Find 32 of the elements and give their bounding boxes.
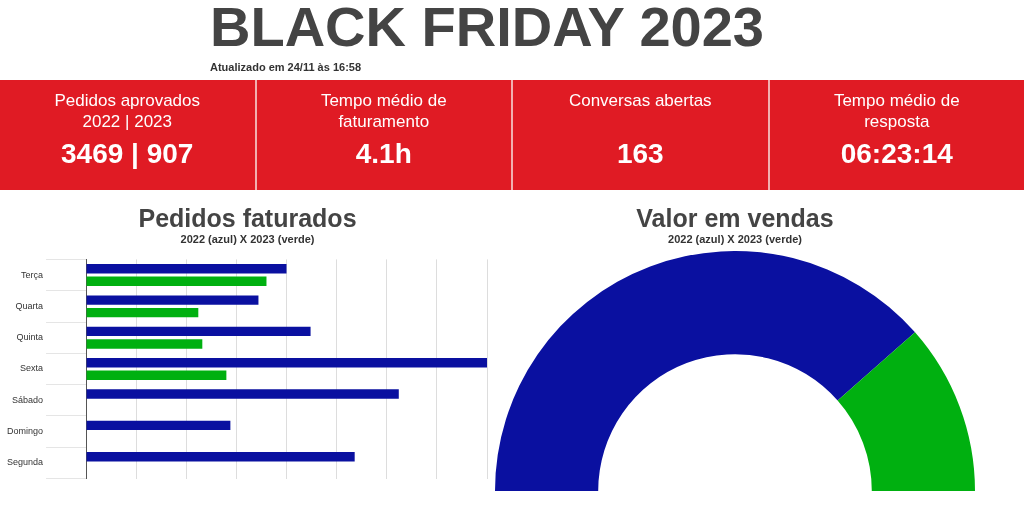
- y-tick-label: Segunda: [6, 457, 44, 468]
- chart-title: Valor em vendas: [635, 204, 835, 233]
- text: 06:23:14: [839, 138, 954, 170]
- y-tick-label: Quinta: [16, 332, 44, 343]
- bar: [86, 370, 227, 380]
- text: Tempo médio de resposta: [832, 90, 961, 133]
- y-tick-label: Quarta: [15, 300, 44, 311]
- text: 163: [615, 138, 665, 170]
- chart-subtitle: 2022 (azul) X 2023 (verde): [179, 233, 316, 245]
- text: 3469 | 907: [60, 138, 195, 170]
- text: Atualizado em 24/11 às 16:58: [210, 61, 362, 73]
- bar: [86, 264, 287, 274]
- bar: [86, 307, 199, 318]
- bar: [86, 339, 203, 349]
- bar: [86, 295, 259, 305]
- bar: [86, 276, 267, 287]
- text: 4.1h: [354, 138, 413, 170]
- bar: [86, 420, 231, 431]
- text: Tempo médio de faturamento: [319, 90, 448, 133]
- bar: [86, 326, 311, 337]
- y-tick-label: Domingo: [7, 426, 44, 437]
- chart-title: Pedidos faturados: [137, 204, 358, 233]
- text: BLACK FRIDAY 2023: [210, 0, 764, 59]
- y-tick-label: Terça: [21, 269, 44, 280]
- bar: [86, 389, 399, 399]
- text: Pedidos aprovados 2022 | 2023: [53, 90, 201, 133]
- text: Conversas abertas: [567, 90, 713, 112]
- y-tick-label: Sábado: [12, 394, 44, 405]
- y-tick-label: Sexta: [20, 363, 44, 374]
- chart-subtitle: 2022 (azul) X 2023 (verde): [667, 233, 803, 245]
- bar: [86, 358, 487, 368]
- bar: [86, 451, 355, 462]
